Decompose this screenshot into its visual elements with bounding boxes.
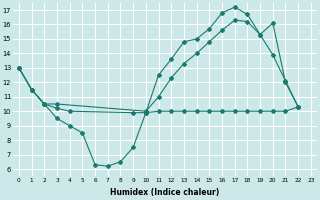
X-axis label: Humidex (Indice chaleur): Humidex (Indice chaleur) <box>110 188 220 197</box>
